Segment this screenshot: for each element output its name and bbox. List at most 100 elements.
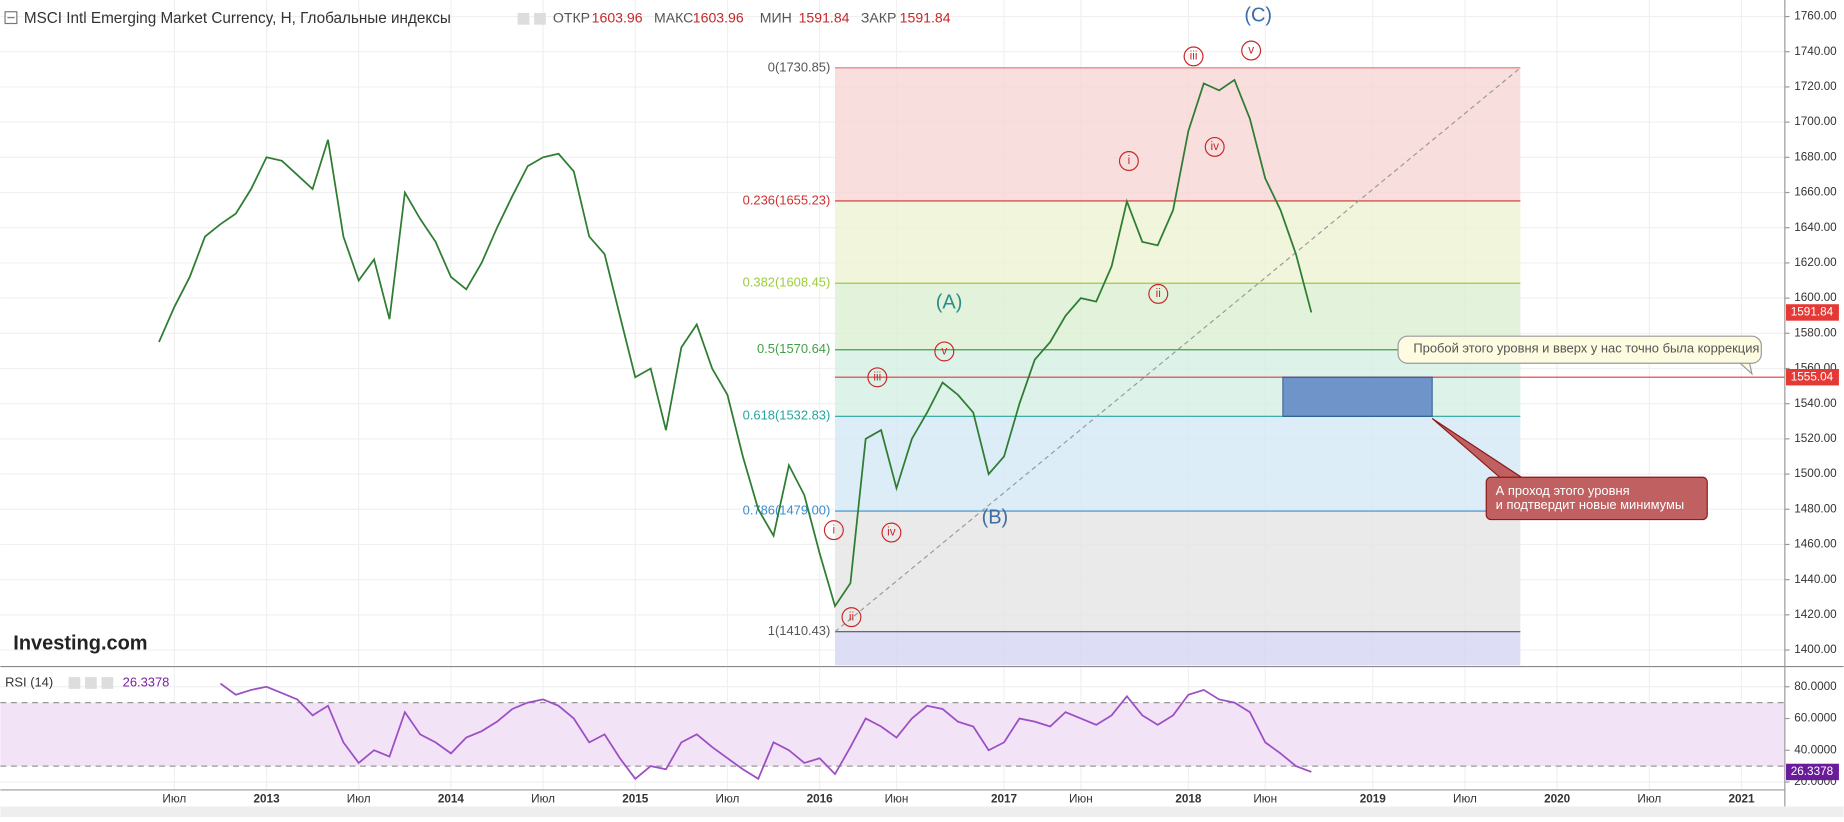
- y-tick-label: 1540.00: [1794, 397, 1837, 410]
- quote-label: МИН: [760, 10, 792, 26]
- fib-label: 0.382(1608.45): [743, 275, 831, 290]
- hline-tag: 1555.04: [1791, 370, 1834, 383]
- x-tick-label: 2018: [1175, 792, 1202, 805]
- x-tick-label: 2021: [1728, 792, 1755, 805]
- wave-circle: [1118, 151, 1139, 172]
- y-tick-label: 1520.00: [1794, 432, 1837, 445]
- series-line: [158, 78, 1313, 609]
- wave-circle: [867, 367, 888, 388]
- quote-label: ЗАКР: [861, 10, 897, 26]
- rsi-tag-bg: [1786, 763, 1839, 781]
- wave-label: iv: [887, 526, 896, 539]
- x-tick-label: Июл: [1453, 792, 1477, 805]
- fib-label: 0.236(1655.23): [743, 192, 831, 207]
- logo: Investing.com: [13, 632, 147, 654]
- x-tick-label: 2017: [991, 792, 1018, 805]
- wave-label: i: [833, 523, 836, 536]
- y-tick-label: 40.0000: [1794, 743, 1837, 756]
- last-price-tag-bg: [1786, 304, 1839, 321]
- wave-circle: [1183, 46, 1204, 67]
- x-tick-label: Июл: [531, 792, 555, 805]
- fib-label: 0.618(1532.83): [743, 408, 831, 423]
- x-tick-label: Июл: [347, 792, 371, 805]
- y-tick-label: 1740.00: [1794, 45, 1837, 58]
- wave-circle: [1148, 283, 1169, 304]
- callout-tail: [1739, 362, 1753, 376]
- rsi-tag: 26.3378: [1791, 765, 1834, 778]
- wave-circle: [841, 607, 862, 628]
- quote-value: 1591.84: [799, 10, 850, 26]
- wave-label: (C): [1244, 5, 1272, 27]
- y-tick-label: 1760.00: [1794, 10, 1837, 23]
- fib-zone: [835, 200, 1521, 284]
- x-tick-label: 2020: [1544, 792, 1571, 805]
- y-tick-label: 1700.00: [1794, 115, 1837, 128]
- y-tick-label: 1620.00: [1794, 256, 1837, 269]
- fib-zone: [835, 511, 1521, 632]
- series-line: [219, 682, 1312, 781]
- wave-label: v: [1248, 44, 1254, 57]
- collapse-icon[interactable]: [4, 11, 18, 25]
- callout-text: А проход этого уровня: [1496, 483, 1630, 498]
- fib-label: 1(1410.43): [768, 623, 831, 638]
- y-tick-label: 1500.00: [1794, 467, 1837, 480]
- wave-circle: [881, 522, 902, 543]
- last-price-tag: 1591.84: [1791, 306, 1834, 319]
- x-tick-label: Июл: [1637, 792, 1661, 805]
- wave-label: iv: [1210, 140, 1219, 153]
- y-tick-label: 1580.00: [1794, 326, 1837, 339]
- y-tick-label: 1680.00: [1794, 150, 1837, 163]
- wave-label: (B): [982, 507, 1009, 529]
- wave-circle: [1241, 40, 1262, 61]
- x-tick-label: 2019: [1360, 792, 1387, 805]
- x-tick-label: 2013: [253, 792, 280, 805]
- x-tick-label: Июл: [716, 792, 740, 805]
- fib-label: 0(1730.85): [768, 59, 831, 74]
- x-tick-label: Июн: [885, 792, 909, 805]
- x-tick-label: Июн: [1253, 792, 1277, 805]
- rsi-eye-icon[interactable]: [68, 677, 81, 689]
- y-tick-label: 80.0000: [1794, 680, 1837, 693]
- wave-circle: [823, 520, 844, 541]
- callout: [1397, 335, 1762, 364]
- x-tick-label: Июл: [162, 792, 186, 805]
- y-tick-label: 1480.00: [1794, 502, 1837, 515]
- rsi-settings-icon[interactable]: [85, 677, 97, 689]
- y-tick-label: 1640.00: [1794, 221, 1837, 234]
- target-zone: [1282, 376, 1433, 417]
- fib-zone: [835, 631, 1521, 666]
- bottom-toolbar: [0, 806, 1844, 817]
- x-tick-label: 2016: [807, 792, 834, 805]
- y-tick-label: 1400.00: [1794, 643, 1837, 656]
- x-tick-label: Июн: [1069, 792, 1093, 805]
- rsi-title: RSI (14): [5, 674, 53, 689]
- rsi-value: 26.3378: [123, 674, 170, 689]
- x-tick-label: 2015: [622, 792, 649, 805]
- wave-label: (A): [936, 292, 963, 314]
- wave-circle: [934, 341, 955, 362]
- callout-text: Пробой этого уровня и вверх у нас точно …: [1413, 341, 1759, 356]
- y-tick-label: 1440.00: [1794, 573, 1837, 586]
- fib-zone: [835, 416, 1521, 512]
- x-tick-label: 2014: [438, 792, 465, 805]
- quote-label: МАКС: [654, 10, 693, 26]
- quote-label: ОТКР: [553, 10, 590, 26]
- quote-value: 1603.96: [592, 10, 643, 26]
- wave-label: ii: [1156, 287, 1161, 300]
- y-tick-label: 1600.00: [1794, 291, 1837, 304]
- hline-tag-bg: [1786, 368, 1839, 386]
- y-tick-label: 1720.00: [1794, 80, 1837, 93]
- y-tick-label: 1420.00: [1794, 608, 1837, 621]
- settings-icon[interactable]: [534, 12, 546, 25]
- quote-value: 1591.84: [900, 10, 951, 26]
- wave-circle: [1204, 136, 1225, 157]
- fib-label: 0.5(1570.64): [757, 341, 830, 356]
- y-tick-label: 60.0000: [1794, 712, 1837, 725]
- quote-value: 1603.96: [693, 10, 744, 26]
- eye-icon[interactable]: [517, 12, 530, 25]
- callout: [1485, 476, 1708, 521]
- wave-label: iii: [1190, 50, 1198, 63]
- chart-title: MSCI Intl Emerging Market Currency, H, Г…: [24, 10, 451, 27]
- rsi-close-icon[interactable]: [101, 677, 114, 689]
